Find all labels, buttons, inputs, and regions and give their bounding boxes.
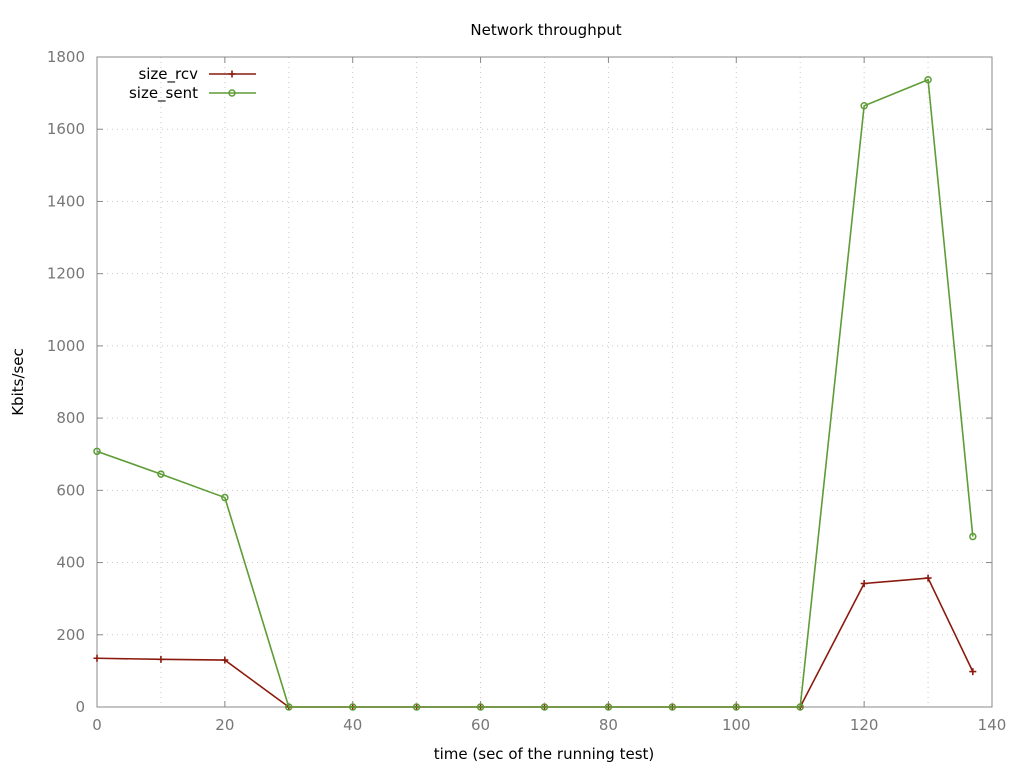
legend-entry-size-sent: size_sent <box>129 84 256 103</box>
x-tick-label: 60 <box>471 716 490 734</box>
data-point-size-sent <box>348 703 357 711</box>
legend-label-size-sent: size_sent <box>129 84 198 103</box>
x-tick-label: 80 <box>599 716 618 734</box>
legend-marker-size-rcv <box>228 70 236 78</box>
data-point-size-sent <box>157 470 165 478</box>
chart-title: Network throughput <box>470 21 621 39</box>
y-tick-label: 1400 <box>47 192 85 210</box>
data-point-size-sent <box>221 493 229 502</box>
series-line-size-sent <box>96 78 974 708</box>
data-point-size-rcv <box>924 574 932 582</box>
data-point-size-rcv <box>93 654 101 662</box>
data-point-size-rcv <box>860 580 868 587</box>
legend-entry-size-rcv: size_rcv <box>138 65 256 84</box>
data-point-size-rcv <box>969 668 977 676</box>
x-tick-label: 40 <box>343 716 362 734</box>
data-point-size-sent <box>668 703 677 711</box>
data-point-size-sent <box>540 703 549 711</box>
data-point-size-rcv <box>157 655 165 663</box>
x-tick-label: 140 <box>978 716 1007 734</box>
y-tick-label: 1000 <box>47 337 85 355</box>
y-tick-label: 1200 <box>47 265 85 283</box>
x-axis-label: time (sec of the running test) <box>434 745 655 763</box>
grid-lines <box>97 57 992 707</box>
y-tick-label: 1600 <box>47 120 85 138</box>
y-axis-ticks: 0 200 400 600 800 1000 1200 1400 1600 1800 <box>47 48 992 716</box>
series-group <box>93 76 977 711</box>
data-point-size-sent <box>476 703 485 711</box>
y-tick-label: 0 <box>75 698 85 716</box>
legend-label-size-rcv: size_rcv <box>138 65 198 84</box>
y-tick-label: 800 <box>56 409 85 427</box>
x-axis-ticks: 0 20 40 60 80 100 120 140 <box>92 57 1006 734</box>
x-tick-label: 20 <box>215 716 234 734</box>
series-size-rcv <box>93 574 977 711</box>
data-point-size-sent <box>860 102 868 110</box>
x-tick-label: 100 <box>722 716 751 734</box>
y-tick-label: 400 <box>56 554 85 572</box>
data-point-size-sent <box>924 76 932 84</box>
data-point-size-sent <box>732 703 741 711</box>
data-point-size-rcv <box>221 656 229 664</box>
data-point-size-sent <box>412 703 421 711</box>
data-point-size-sent <box>604 703 613 711</box>
data-point-size-sent <box>93 447 101 456</box>
data-point-size-sent <box>796 703 804 711</box>
y-tick-label: 600 <box>56 481 85 499</box>
y-tick-label: 1800 <box>47 48 85 66</box>
y-tick-label: 200 <box>56 626 85 644</box>
x-tick-label: 120 <box>850 716 879 734</box>
data-point-size-sent <box>969 532 977 541</box>
y-axis-label: Kbits/sec <box>9 348 27 416</box>
data-point-size-sent <box>285 703 293 711</box>
series-size-sent <box>93 76 977 711</box>
x-tick-label: 0 <box>92 716 102 734</box>
series-line-size-rcv <box>96 577 974 708</box>
legend-marker-size-sent <box>228 89 236 97</box>
